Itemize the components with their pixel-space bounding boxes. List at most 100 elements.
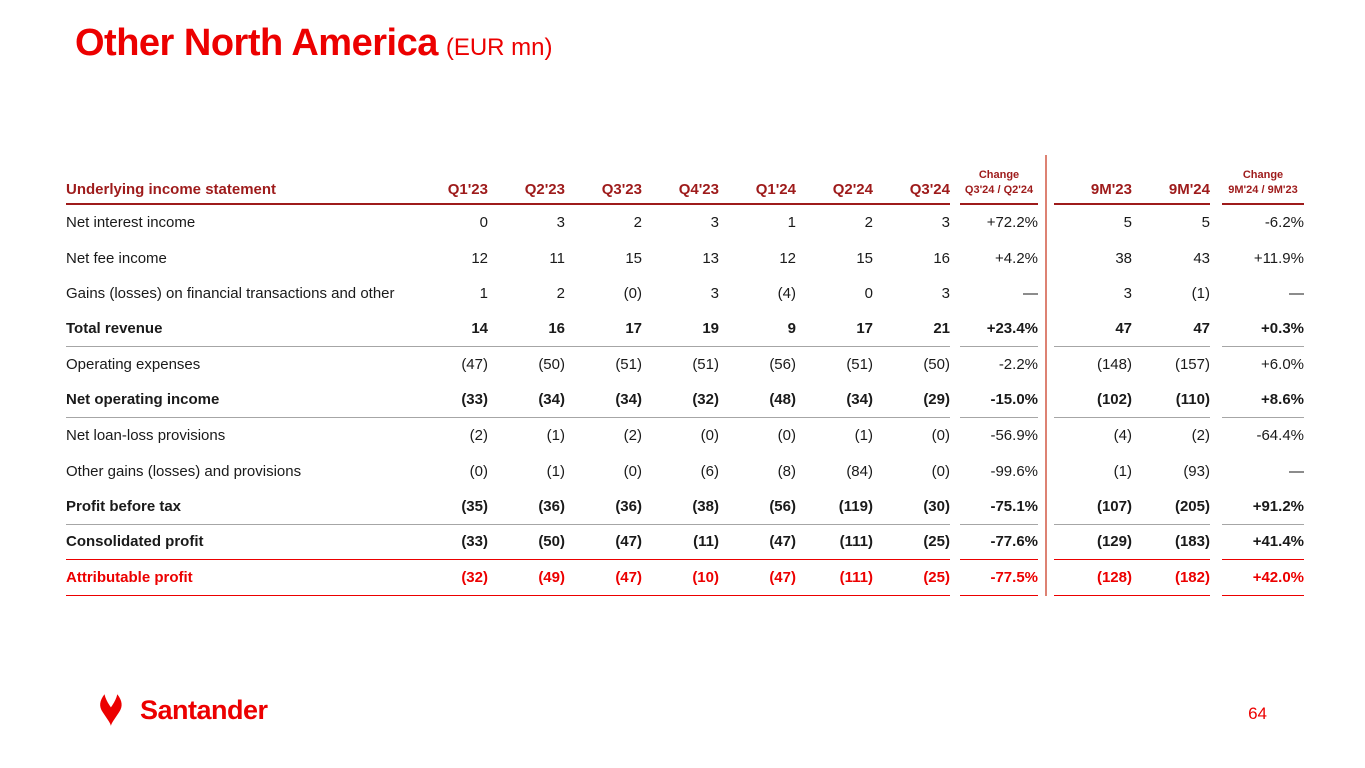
quarter-value: 9 [787, 320, 796, 338]
quarter-value: (10) [692, 568, 719, 586]
row-label: Attributable profit [66, 568, 193, 586]
quarter-value: 12 [779, 249, 796, 267]
change-9m-value: — [1289, 462, 1304, 480]
quarter-value: 17 [856, 320, 873, 338]
change-9m-value: +0.3% [1261, 320, 1304, 338]
period-value: (4) [1113, 427, 1132, 445]
change-q-value: -77.6% [990, 533, 1038, 551]
quarter-value: (51) [692, 356, 719, 374]
column-header-quarter: Q1'23 [447, 181, 488, 198]
quarter-value: 1 [787, 214, 796, 232]
quarter-value: (1) [854, 427, 873, 445]
quarter-value: 12 [471, 249, 488, 267]
period-value: (205) [1174, 497, 1210, 515]
change-9m-value: -6.2% [1264, 214, 1304, 232]
quarter-value: (84) [846, 462, 873, 480]
quarter-value: (111) [839, 568, 873, 586]
quarter-value: 2 [864, 214, 873, 232]
change-9m-value: +41.4% [1252, 533, 1304, 551]
table-row: Attributable profit (32) (49) (47) (10) … [66, 560, 1304, 596]
period-value: (93) [1183, 462, 1210, 480]
column-header-quarter: Q4'23 [678, 181, 719, 198]
row-label: Net loan-loss provisions [66, 427, 226, 445]
period-value: 47 [1193, 320, 1210, 338]
slide-title: Other North America [75, 22, 438, 64]
quarter-value: (56) [769, 497, 796, 515]
page-number: 64 [1248, 704, 1267, 723]
quarter-value: (2) [469, 427, 488, 445]
table-body: Net interest income 0 3 2 3 1 2 3 +72.2%… [66, 205, 1304, 596]
quarter-value: 15 [625, 249, 642, 267]
period-value: (2) [1191, 427, 1210, 445]
period-value: (107) [1096, 497, 1132, 515]
income-statement-table: Underlying income statement Q1'23 Q2'23 … [66, 155, 1304, 596]
period-value: 38 [1115, 249, 1132, 267]
change-q-value: -15.0% [990, 391, 1038, 409]
period-value: 47 [1115, 320, 1132, 338]
change-q-value: +23.4% [986, 320, 1038, 338]
quarter-value: (36) [538, 497, 565, 515]
quarter-value: (50) [923, 356, 950, 374]
quarter-value: (47) [769, 533, 796, 551]
quarter-value: 3 [941, 214, 950, 232]
quarter-value: (50) [538, 356, 565, 374]
change-9m-value: -64.4% [1256, 427, 1304, 445]
quarter-value: (30) [923, 497, 950, 515]
table-row: Consolidated profit (33) (50) (47) (11) … [66, 525, 1304, 560]
table-row: Net fee income 12 11 15 13 12 15 16 +4.2… [66, 241, 1304, 277]
table-row: Net loan-loss provisions (2) (1) (2) (0)… [66, 418, 1304, 454]
row-label: Gains (losses) on financial transactions… [66, 285, 395, 303]
change-9m-value: — [1289, 285, 1304, 303]
row-label: Profit before tax [66, 497, 182, 515]
column-header-period: 9M'24 [1168, 181, 1210, 198]
period-value: (182) [1174, 568, 1210, 586]
period-value: 43 [1193, 249, 1210, 267]
header-change-q-segment: Change Q3'24 / Q2'24 [960, 155, 1038, 205]
quarter-value: (8) [777, 462, 796, 480]
quarter-value: 15 [856, 249, 873, 267]
quarter-value: 21 [933, 320, 950, 338]
row-label: Net operating income [66, 391, 220, 409]
quarter-value: (51) [615, 356, 642, 374]
table-row: Net operating income (33) (34) (34) (32)… [66, 383, 1304, 418]
row-label: Consolidated profit [66, 533, 204, 551]
table-row: Gains (losses) on financial transactions… [66, 276, 1304, 312]
quarter-value: 3 [941, 285, 950, 303]
quarter-value: (1) [546, 462, 565, 480]
column-header-quarter: Q1'24 [755, 181, 796, 198]
column-header-quarter: Q2'24 [832, 181, 873, 198]
row-label: Other gains (losses) and provisions [66, 462, 302, 480]
change-q-value: — [1023, 285, 1038, 303]
quarter-value: (47) [769, 568, 796, 586]
quarter-value: (0) [931, 462, 950, 480]
quarter-value: 3 [710, 285, 719, 303]
quarter-value: (0) [700, 427, 719, 445]
period-value: (110) [1175, 391, 1210, 409]
quarter-value: (1) [546, 427, 565, 445]
quarter-value: (48) [769, 391, 796, 409]
column-header-period: 9M'23 [1090, 181, 1132, 198]
change-9m-value: +91.2% [1252, 497, 1304, 515]
quarter-value: (47) [615, 533, 642, 551]
quarter-value: (25) [923, 568, 950, 586]
quarter-value: 11 [549, 249, 565, 267]
change-q-value: -56.9% [990, 427, 1038, 445]
period-value: (183) [1174, 533, 1210, 551]
table-row: Profit before tax (35) (36) (36) (38) (5… [66, 489, 1304, 525]
quarter-value: 19 [702, 320, 719, 338]
santander-logo: Santander [90, 694, 268, 726]
quarter-value: 2 [556, 285, 565, 303]
quarter-value: (6) [700, 462, 719, 480]
quarter-value: (119) [838, 497, 873, 515]
period-value: (157) [1174, 356, 1210, 374]
quarter-value: (47) [615, 568, 642, 586]
table-header-label: Underlying income statement [66, 181, 277, 198]
quarter-value: (33) [461, 391, 488, 409]
quarter-value: (34) [846, 391, 873, 409]
period-value: 5 [1123, 214, 1132, 232]
period-value: (128) [1096, 568, 1132, 586]
row-label: Net fee income [66, 249, 167, 267]
quarter-value: (49) [538, 568, 565, 586]
page-title: Other North America (EUR mn) [75, 22, 553, 65]
